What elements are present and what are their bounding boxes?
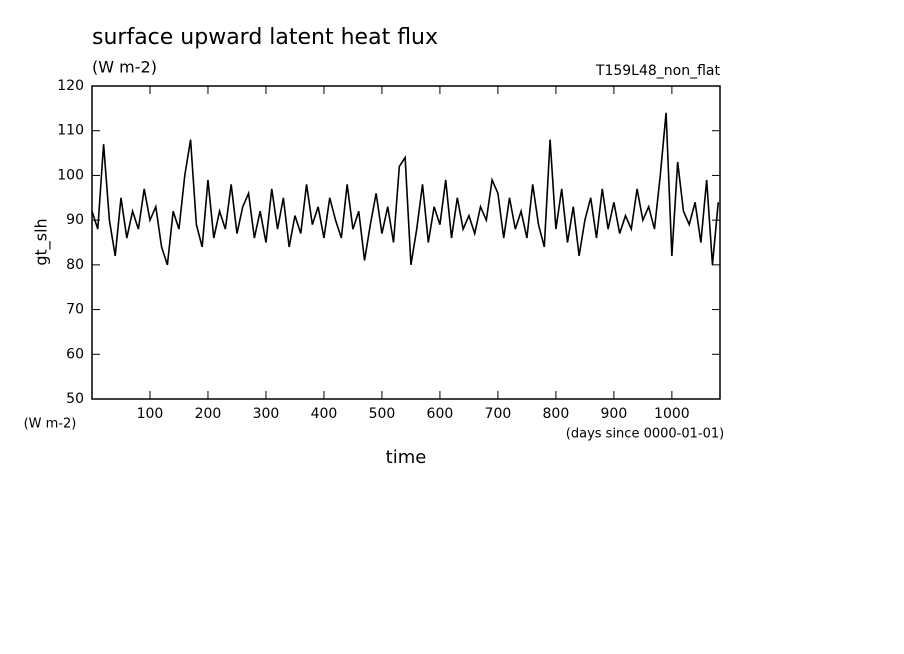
x-tick-label: 800 (543, 406, 570, 422)
x-tick-label: 900 (601, 406, 628, 422)
y-tick-label: 60 (66, 346, 84, 362)
y-tick-label: 120 (57, 78, 84, 94)
y-tick-label: 110 (57, 123, 84, 139)
x-unit: (days since 0000-01-01) (566, 427, 724, 442)
y-tick-label: 80 (66, 257, 84, 273)
x-tick-label: 100 (137, 406, 164, 422)
x-tick-label: 200 (195, 406, 222, 422)
chart-title: surface upward latent heat flux (92, 25, 438, 50)
annotation: T159L48_non_flat (595, 63, 721, 79)
x-axis-label: time (386, 447, 427, 468)
x-tick-label: 300 (253, 406, 280, 422)
x-tick-label: 400 (311, 406, 338, 422)
x-tick-label: 500 (369, 406, 396, 422)
chart-subtitle: (W m-2) (92, 58, 157, 77)
y-tick-label: 70 (66, 302, 84, 318)
y-axis-label: gt_slh (32, 218, 52, 265)
y-tick-label: 90 (66, 212, 84, 228)
plot-frame (91, 85, 721, 400)
x-tick-label: 700 (485, 406, 512, 422)
data-line (91, 112, 720, 266)
x-tick-label: 1000 (654, 406, 690, 422)
y-unit: (W m-2) (24, 417, 77, 432)
y-tick-label: 50 (66, 391, 84, 407)
y-tick-label: 100 (57, 167, 84, 183)
x-tick-label: 600 (427, 406, 454, 422)
